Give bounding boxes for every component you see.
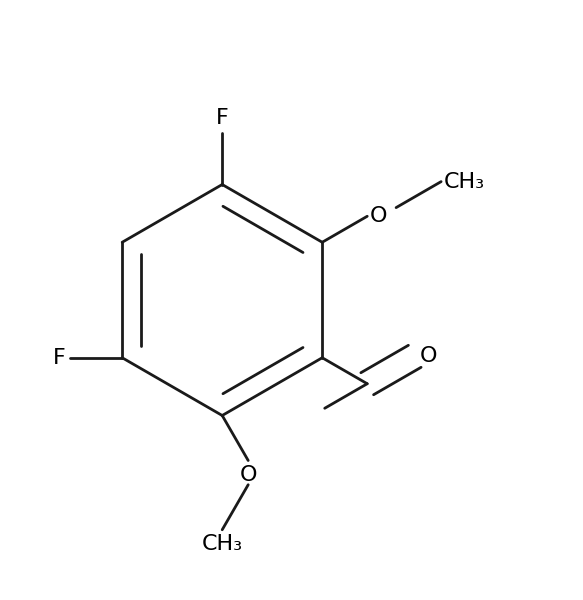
Text: CH₃: CH₃ <box>444 172 485 191</box>
Text: CH₃: CH₃ <box>202 535 243 554</box>
Text: F: F <box>216 108 229 128</box>
Text: O: O <box>419 346 437 367</box>
Text: O: O <box>240 465 257 485</box>
Text: O: O <box>370 206 388 226</box>
Text: F: F <box>53 348 66 368</box>
